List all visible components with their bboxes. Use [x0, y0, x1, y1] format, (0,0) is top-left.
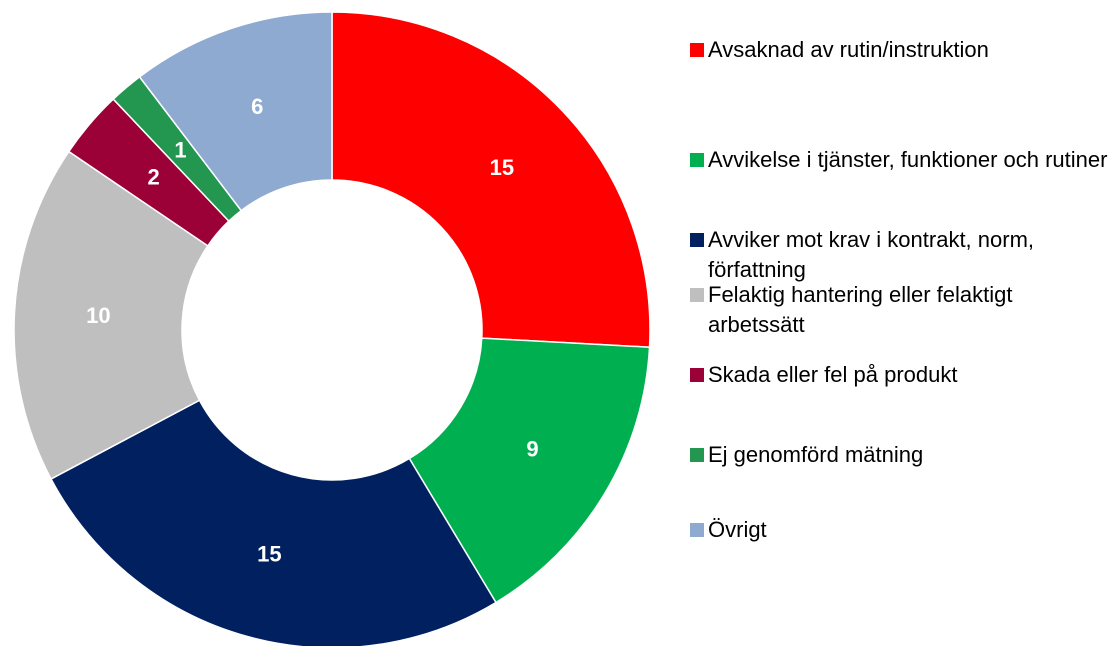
legend-swatch — [690, 368, 704, 382]
legend-item: Ej genomförd mätning — [690, 440, 1114, 470]
legend-swatch — [690, 153, 704, 167]
legend-swatch — [690, 288, 704, 302]
legend-item: Avviker mot krav i kontrakt, norm, förfa… — [690, 225, 1114, 285]
slice — [13, 150, 209, 480]
legend-label: Avsaknad av rutin/instruktion — [708, 37, 989, 62]
legend-label: Avviker mot krav i kontrakt, norm, förfa… — [708, 227, 1035, 282]
slice — [331, 11, 651, 349]
legend-label: Skada eller fel på produkt — [708, 362, 958, 387]
slice — [408, 337, 651, 604]
legend-swatch — [690, 233, 704, 247]
legend-label: Felaktig hantering eller felaktigt arbet… — [708, 282, 1013, 337]
data-label: 15 — [257, 541, 281, 566]
legend-item: Skada eller fel på produkt — [690, 360, 1114, 390]
data-label: 1 — [174, 137, 186, 162]
data-label: 9 — [526, 436, 538, 461]
data-label: 6 — [251, 94, 263, 119]
data-label: 10 — [86, 303, 110, 328]
legend-label: Ej genomförd mätning — [708, 442, 924, 467]
legend-item: Avvikelse i tjänster, funktioner och rut… — [690, 145, 1114, 175]
legend-label: Avvikelse i tjänster, funktioner och rut… — [708, 147, 1108, 172]
slice — [50, 399, 497, 646]
donut: 15 9 15 10 21 6 — [13, 11, 651, 646]
legend-item: Avsaknad av rutin/instruktion — [690, 35, 1114, 65]
legend-swatch — [690, 523, 704, 537]
slice — [138, 11, 333, 212]
legend-item: Övrigt — [690, 515, 1114, 545]
legend-label: Övrigt — [708, 517, 767, 542]
legend-swatch — [690, 448, 704, 462]
data-label: 15 — [490, 155, 514, 180]
data-label: 2 — [148, 164, 160, 189]
legend-swatch — [690, 43, 704, 57]
legend-item: Felaktig hantering eller felaktigt arbet… — [690, 280, 1114, 340]
